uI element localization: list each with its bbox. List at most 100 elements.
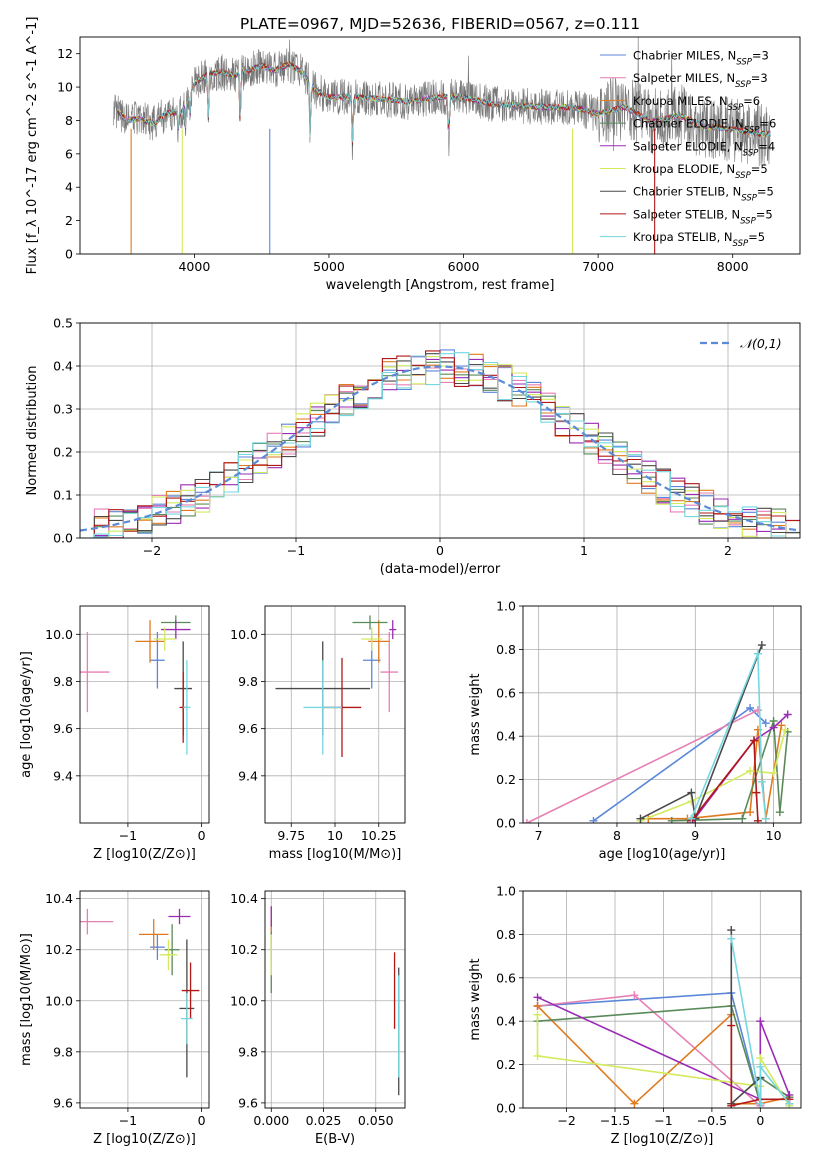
- tick-label-x: 7000: [582, 259, 614, 274]
- panel-weight_vs_age: 7 8 9 10 0.0 0.2 0.4 0.6 0.8 1.0 age [log10(age/yr…: [468, 599, 802, 862]
- tick-label-x: −1: [287, 543, 305, 558]
- weight-marker: [769, 723, 778, 732]
- errorbar-point: [389, 620, 397, 640]
- legend-label: Kroupa MILES, NSSP=6: [633, 94, 760, 113]
- weight-marker: [630, 991, 639, 1000]
- panel-mass_vs_ebv: 0.000 0.025 0.050 9.6 9.8 10.0 10.2 10.4 E(B-V): [230, 890, 406, 1147]
- weight-marker: [727, 1101, 736, 1108]
- errorbar-point: [80, 631, 110, 713]
- tick-label-y: 0.0: [496, 1101, 516, 1116]
- tick-label-y: 8: [65, 113, 73, 128]
- axes-frame: [79, 322, 801, 539]
- errorbar-point: [183, 660, 191, 755]
- weight-marker: [687, 788, 696, 797]
- weight-marker: [533, 1051, 542, 1060]
- model-spectrum-line: [115, 63, 771, 143]
- plot-area: [533, 926, 794, 1108]
- tick-label-y: 10.4: [230, 891, 258, 906]
- tick-label-y: 0.0: [53, 531, 73, 546]
- tick-label-x: 0: [756, 1113, 764, 1128]
- errorbar-point: [161, 620, 191, 640]
- panel-mass_vs_Z: −1 0 9.6 9.8 10.0 10.2 10.4 Z [log10(Z/Z⊙)] mass…: [19, 890, 210, 1147]
- weight-marker: [753, 706, 762, 715]
- tick-label-x: 9: [691, 828, 699, 843]
- tick-label-x: 10.25: [361, 828, 397, 843]
- weight-marker: [630, 1099, 639, 1108]
- legend-label: 𝒩(0,1): [740, 336, 782, 351]
- plot-area: [113, 37, 771, 254]
- tick-label-y: 0: [65, 247, 73, 262]
- weight-marker: [687, 814, 696, 823]
- weight-marker: [523, 819, 531, 823]
- errorbar-point: [135, 620, 165, 663]
- tick-label-y: 0.4: [496, 1014, 516, 1029]
- y-axis-label: Normed distribution: [25, 366, 40, 496]
- tick-label-x: 10: [327, 828, 343, 843]
- tick-label-y: 0.2: [496, 1057, 516, 1072]
- errorbar-point: [80, 908, 114, 935]
- tick-label-y: 2: [65, 213, 73, 228]
- observed-spectrum-line: [113, 37, 771, 167]
- axes-frame: [79, 36, 801, 255]
- tick-label-y: 9.6: [53, 721, 73, 736]
- tick-label-x: 2: [724, 543, 732, 558]
- tick-label-x: 6000: [448, 259, 480, 274]
- y-axis-label: age [log10(age/yr)]: [19, 651, 34, 778]
- weight-line: [730, 938, 791, 1105]
- legend-label: Kroupa ELODIE, NSSP=5: [633, 162, 768, 181]
- weight-marker: [533, 1002, 542, 1011]
- tick-label-y: 0.8: [496, 927, 516, 942]
- tick-label-y: 0.4: [496, 729, 516, 744]
- plot-area: [523, 641, 792, 823]
- tick-label-x: 0.050: [358, 1113, 394, 1128]
- weight-line: [526, 709, 759, 823]
- tick-label-x: −2: [557, 1113, 575, 1128]
- errorbar-point: [164, 924, 180, 976]
- weight-marker: [746, 703, 755, 712]
- tick-label-y: 0.3: [53, 402, 73, 417]
- x-axis-label: Z [log10(Z/Z⊙)]: [93, 847, 196, 862]
- panel-age_vs_Z: −1 0 9.4 9.6 9.8 10.0 Z [log10(Z/Z⊙)] age [log1…: [19, 605, 210, 862]
- weight-marker: [727, 926, 736, 935]
- tick-label-x: 10: [766, 828, 782, 843]
- weight-marker: [757, 777, 766, 786]
- errorbar-point: [150, 631, 165, 689]
- tick-label-x: 0.025: [306, 1113, 342, 1128]
- tick-label-y: 10.2: [45, 942, 73, 957]
- errorbar-point: [352, 615, 388, 630]
- plot-area: [80, 615, 193, 755]
- legend-label: Salpeter MILES, NSSP=3: [633, 71, 768, 90]
- tick-label-x: −1: [119, 1113, 137, 1128]
- tick-label-x: −1: [654, 1113, 672, 1128]
- tick-label-x: 0: [436, 543, 444, 558]
- tick-label-y: 10.2: [230, 942, 258, 957]
- weight-marker: [752, 788, 761, 797]
- x-axis-label: age [log10(age/yr)]: [599, 847, 726, 862]
- errorbar-point: [153, 627, 176, 651]
- y-axis-label: mass weight: [468, 673, 483, 755]
- weight-marker: [753, 649, 762, 658]
- weight-marker: [756, 1054, 765, 1063]
- tick-label-x: −1: [119, 828, 137, 843]
- weight-marker: [746, 808, 755, 817]
- legend-label: Chabrier MILES, NSSP=3: [633, 49, 769, 68]
- tick-label-x: 8000: [717, 259, 749, 274]
- tick-label-x: 0: [198, 1113, 206, 1128]
- y-axis-label: Flux [f_λ 10^-17 erg cm^-2 s^-1 A^-1]: [25, 17, 40, 275]
- tick-label-x: 0.000: [253, 1113, 289, 1128]
- weight-marker: [769, 769, 778, 778]
- panel-residuals: −2 −1 0 1 2 0.0 0.1 0.2 0.3 0.4 0.5 (data-model)/er…: [25, 316, 801, 577]
- tick-label-y: 6: [65, 146, 73, 161]
- errorbar-point: [150, 934, 165, 960]
- tick-label-y: 9.6: [53, 1095, 73, 1110]
- weight-marker: [533, 993, 542, 1002]
- plot-area: [80, 349, 800, 538]
- tick-label-y: 0.0: [496, 816, 516, 831]
- tick-label-x: 7: [535, 828, 543, 843]
- weight-line: [730, 1025, 790, 1107]
- panel-age_vs_mass: 9.75 10 10.25 9.4 9.6 9.8 10.0 mass [log10(M/M⊙…: [230, 605, 406, 862]
- weight-marker: [775, 808, 784, 817]
- tick-label-y: 0.1: [53, 488, 73, 503]
- plot-area: [80, 908, 200, 1078]
